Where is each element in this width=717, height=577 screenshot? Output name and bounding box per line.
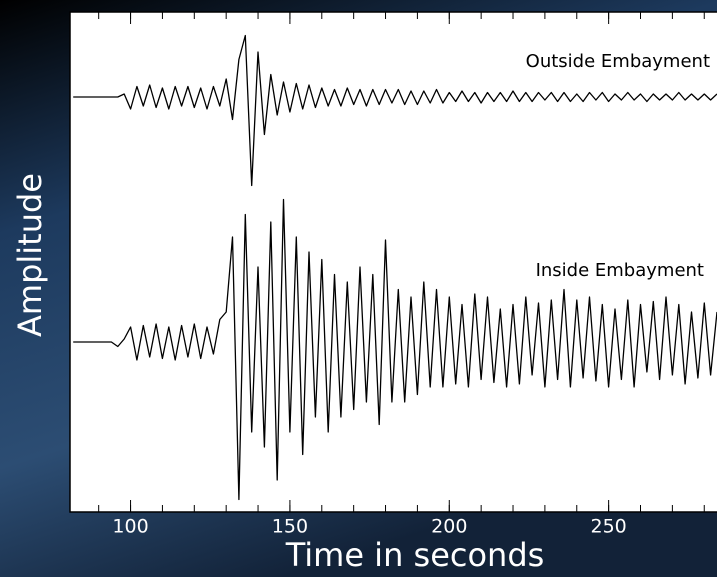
- y-axis-label: Amplitude: [11, 173, 49, 337]
- traces: [73, 34, 717, 501]
- trace: [73, 198, 717, 501]
- trace-label: Outside Embayment: [526, 51, 710, 72]
- x-axis-label: Time in seconds: [285, 536, 545, 574]
- x-tick-label: 100: [112, 516, 148, 538]
- x-tick-label: 150: [272, 516, 308, 538]
- x-tick-label: 250: [591, 516, 627, 538]
- x-tick-label: 200: [431, 516, 467, 538]
- trace: [73, 34, 717, 187]
- trace-label: Inside Embayment: [536, 260, 704, 281]
